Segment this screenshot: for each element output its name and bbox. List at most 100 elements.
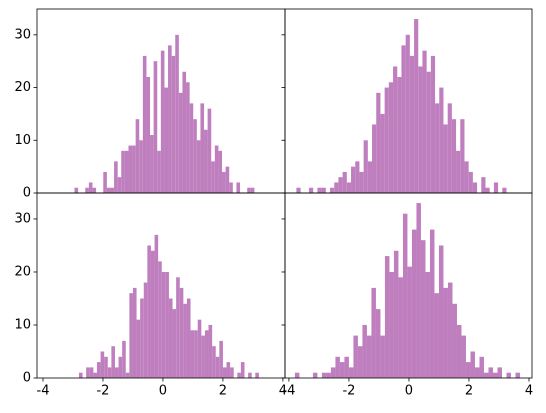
histogram-bar (416, 203, 421, 378)
x-tick-label: -4 (37, 384, 50, 399)
histogram-bar (398, 277, 403, 378)
histogram-bar (190, 330, 195, 378)
histogram-bar (240, 362, 245, 378)
histogram-bar (154, 234, 159, 378)
y-tick-label: 0 (23, 371, 31, 386)
histogram-bar (158, 261, 162, 378)
axes-frame (284, 192, 533, 379)
y-tick-label: 0 (23, 186, 31, 201)
histogram-bar (515, 372, 520, 378)
histogram-bar (200, 103, 205, 193)
histogram-bar (215, 356, 220, 378)
histogram-bar (222, 367, 227, 378)
histogram-bar (351, 166, 356, 193)
histogram-bar (160, 50, 165, 194)
histogram-bar (207, 108, 212, 193)
histogram-bar (355, 161, 360, 193)
histogram-bar (204, 330, 209, 378)
histogram-bar (497, 367, 502, 378)
histogram-bar (186, 298, 191, 378)
histogram-bar (248, 372, 252, 378)
histogram-bar (366, 335, 372, 378)
histogram-bar (201, 335, 205, 378)
histogram-bar (506, 372, 511, 378)
histogram-bar (204, 129, 208, 193)
histogram-bar (372, 124, 377, 193)
histogram-bar (208, 324, 213, 378)
histogram-bar (247, 187, 251, 193)
histogram-bar (179, 287, 184, 378)
histogram-bar (222, 171, 226, 193)
histogram-bar (194, 330, 198, 378)
histogram-bar (389, 271, 394, 378)
histogram-bar (132, 145, 136, 193)
histogram-bar (129, 293, 133, 378)
histogram-bar (465, 362, 471, 378)
histogram-bar (502, 187, 507, 193)
histogram-bar (121, 150, 125, 193)
histogram-bar (359, 171, 364, 193)
histogram-bar (380, 335, 385, 378)
histogram-bar (125, 372, 130, 378)
histogram-bar (312, 372, 318, 378)
histogram-bar (78, 372, 83, 378)
histogram-bar (164, 87, 169, 193)
histogram-bar (430, 55, 436, 193)
histogram-bar (85, 187, 89, 193)
histogram-bar (92, 187, 97, 193)
histogram-bar (168, 45, 172, 194)
x-tick-label: 2 (219, 384, 227, 399)
histogram-bar (420, 240, 426, 378)
histogram-bar (401, 45, 406, 194)
histogram-bar (363, 140, 368, 193)
histogram-bar (418, 66, 423, 193)
x-tick-label: -2 (96, 384, 109, 399)
histogram-bar (376, 92, 381, 193)
histogram-bar (100, 351, 105, 378)
histogram-bar (219, 340, 223, 378)
histogram-bar (74, 187, 79, 193)
histogram-bar (176, 277, 180, 378)
histogram-bar (335, 356, 340, 378)
histogram-bar (434, 293, 439, 378)
histogram-bar (107, 367, 112, 378)
histogram-bar (439, 87, 444, 193)
histogram-bar (237, 372, 241, 378)
histogram-bar (226, 362, 231, 378)
histogram-bar (384, 256, 390, 378)
histogram-bar (479, 356, 484, 378)
histogram-bar (230, 367, 234, 378)
histogram-bar (460, 119, 465, 193)
histogram-bar (93, 372, 97, 378)
histogram-bar (425, 271, 430, 378)
histogram-bar (429, 229, 435, 378)
histogram-bar (422, 50, 427, 194)
histogram-bar (414, 19, 419, 193)
histogram-bar (229, 182, 233, 193)
histogram-bar (346, 182, 352, 193)
histogram-bar (362, 324, 367, 378)
histogram-bar (218, 150, 223, 193)
histogram-bar (114, 161, 118, 193)
histogram-bar (171, 55, 176, 193)
histogram-bar (481, 177, 486, 193)
histogram-bar (409, 55, 415, 193)
histogram-bar (452, 303, 457, 378)
histogram-bar (330, 187, 335, 193)
x-tick-label: 0 (159, 384, 167, 399)
histogram-bar (393, 66, 398, 193)
histogram-bar (139, 140, 143, 193)
histogram-bar (321, 187, 326, 193)
histogram-bar (165, 271, 169, 378)
histogram-bar (175, 34, 179, 194)
histogram-bar (321, 372, 327, 378)
histogram-bar (142, 55, 147, 193)
histogram-bar (132, 287, 137, 378)
y-tick-label: 20 (14, 80, 31, 95)
histogram-bar (157, 150, 161, 193)
histogram-bar (483, 372, 489, 378)
histogram-bar (472, 182, 478, 193)
histogram-bar (111, 346, 115, 378)
histogram-bar (147, 245, 151, 378)
